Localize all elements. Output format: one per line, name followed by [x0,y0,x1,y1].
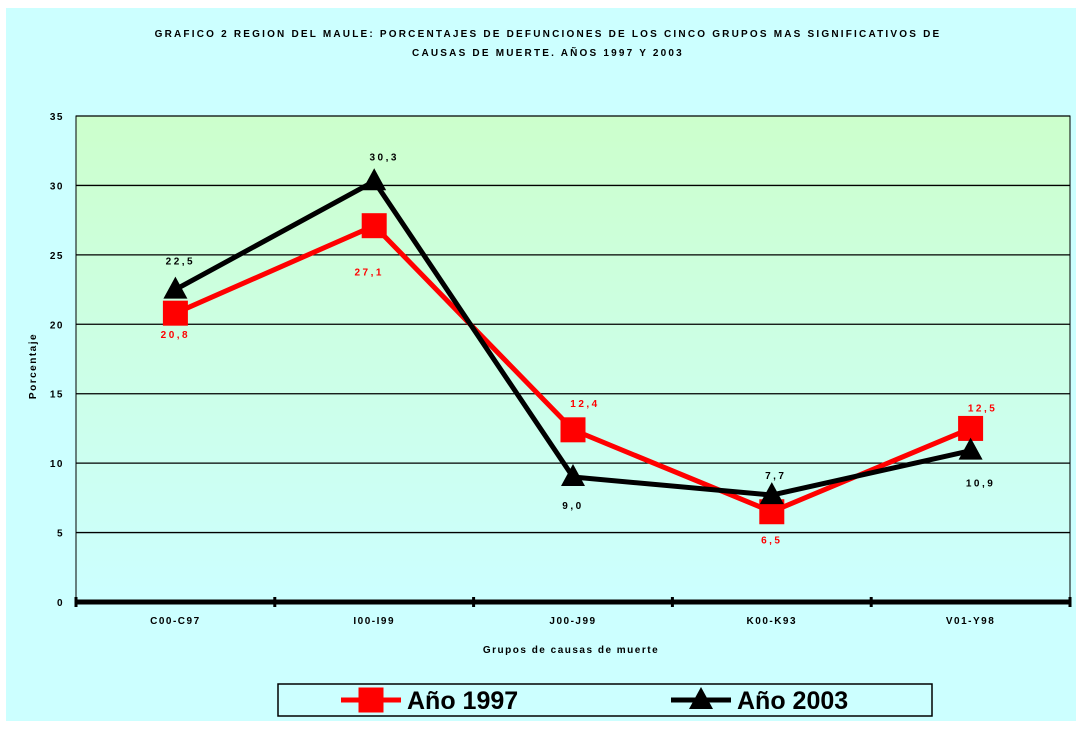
data-label: 12,4 [570,399,599,410]
data-label: 30,3 [369,152,398,163]
chart-title-line-1: GRAFICO 2 REGION DEL MAULE: PORCENTAJES … [155,29,942,40]
y-axis-label: Porcentaje [28,333,39,399]
data-point-marker [361,213,387,239]
data-point-marker [162,300,188,326]
x-tick-label: V01-Y98 [946,616,995,627]
y-tick-label: 35 [50,112,64,123]
y-tick-label: 5 [57,529,64,540]
y-tick-label: 10 [50,459,64,470]
x-tick-label: C00-C97 [150,616,201,627]
chart-title-line-2: CAUSAS DE MUERTE. AÑOS 1997 Y 2003 [412,46,684,59]
data-label: 7,7 [765,471,786,482]
data-point-marker [759,482,784,505]
data-point-marker [362,168,387,191]
chart-frame: GRAFICO 2 REGION DEL MAULE: PORCENTAJES … [6,8,1076,721]
data-label: 22,5 [166,257,195,268]
series-markers [162,168,984,525]
data-point-marker [958,437,983,460]
x-axis-ticks: C00-C97 I00-I99 J00-J99 K00-K93 V01-Y98 [74,597,1072,627]
data-label: 10,9 [966,479,995,490]
data-label: 6,5 [761,536,782,547]
data-label: 20,8 [161,330,190,341]
legend: Año 1997 Año 2003 [277,683,933,717]
x-tick-label: J00-J99 [549,616,596,627]
y-tick-label: 15 [50,390,64,401]
y-tick-label: 30 [50,181,64,192]
x-tick-label: K00-K93 [747,616,798,627]
chart-svg: GRAFICO 2 REGION DEL MAULE: PORCENTAJES … [28,29,1072,717]
data-point-marker [560,417,586,443]
data-label: 9,0 [562,501,583,512]
data-labels: 20,8 27,1 12,4 6,5 12,5 22,5 30,3 9,0 7,7 10,9 [161,152,997,547]
legend-swatch-marker [689,687,713,709]
data-point-marker [163,276,188,299]
y-tick-label: 25 [50,251,64,262]
legend-swatch-marker [358,687,384,713]
data-point-marker [561,464,585,487]
y-tick-label: 0 [57,598,64,609]
legend-label: Año 1997 [407,687,518,715]
x-axis-label: Grupos de causas de muerte [483,645,659,656]
y-tick-label: 20 [50,320,64,331]
data-point-marker [958,415,984,441]
data-label: 27,1 [354,268,383,279]
data-label: 12,5 [968,403,997,414]
plot-area [75,115,1071,603]
x-tick-label: I00-I99 [353,616,395,627]
y-axis-ticks: 0 5 10 15 20 25 30 35 [50,112,64,609]
legend-label: Año 2003 [737,687,848,715]
